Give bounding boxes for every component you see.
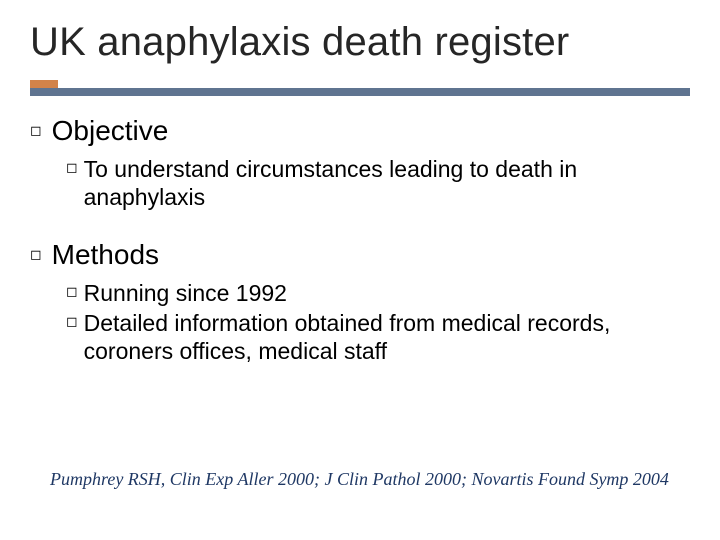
square-bullet-icon: ◻ xyxy=(66,155,78,179)
list-item: ◻ Methods xyxy=(30,239,690,271)
section-heading: Methods xyxy=(52,239,159,271)
slide: UK anaphylaxis death register ◻ Objectiv… xyxy=(0,0,720,540)
rest-text: understand circumstances leading to deat… xyxy=(84,156,578,210)
slide-title: UK anaphylaxis death register xyxy=(30,20,569,65)
sublist: ◻ To understand circumstances leading to… xyxy=(66,155,690,211)
sub-item-text: To understand circumstances leading to d… xyxy=(84,155,690,211)
lead-word: Running xyxy=(84,280,170,306)
square-bullet-icon: ◻ xyxy=(30,115,42,145)
square-bullet-icon: ◻ xyxy=(66,279,78,303)
sub-item-text: Running since 1992 xyxy=(84,279,287,307)
list-item: ◻ Running since 1992 xyxy=(66,279,690,307)
rest-text: since 1992 xyxy=(169,280,287,306)
accent-bar xyxy=(30,80,58,88)
rule-bar xyxy=(30,88,690,96)
lead-word: Detailed xyxy=(84,310,168,336)
lead-word: To xyxy=(84,156,108,182)
list-item: ◻ To understand circumstances leading to… xyxy=(66,155,690,211)
section-objective: ◻ Objective ◻ To understand circumstance… xyxy=(30,115,690,211)
square-bullet-icon: ◻ xyxy=(66,309,78,333)
sub-item-text: Detailed information obtained from medic… xyxy=(84,309,690,365)
title-text: UK anaphylaxis death register xyxy=(30,20,569,64)
content-area: ◻ Objective ◻ To understand circumstance… xyxy=(30,115,690,393)
citation-text: Pumphrey RSH, Clin Exp Aller 2000; J Cli… xyxy=(50,469,669,490)
list-item: ◻ Objective xyxy=(30,115,690,147)
sublist: ◻ Running since 1992 ◻ Detailed informat… xyxy=(66,279,690,365)
section-heading: Objective xyxy=(52,115,169,147)
list-item: ◻ Detailed information obtained from med… xyxy=(66,309,690,365)
square-bullet-icon: ◻ xyxy=(30,239,42,269)
section-methods: ◻ Methods ◻ Running since 1992 ◻ Detaile… xyxy=(30,239,690,365)
